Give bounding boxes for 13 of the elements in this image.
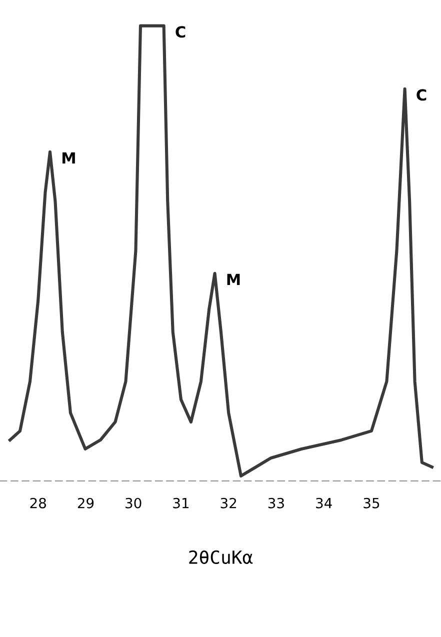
annotation: C [176,26,186,38]
annotation: M [62,152,75,164]
x-tick-label: 35 [364,498,380,508]
x-tick-label: 34 [316,498,332,508]
x-axis-title: 2θCuKα [189,550,253,564]
x-tick-label: 32 [220,498,236,508]
x-tick-label: 30 [126,498,142,508]
x-tick-label: 33 [268,498,284,508]
annotation: C [416,89,426,101]
x-tick-label: 29 [78,498,94,508]
x-tick-label: 28 [30,498,46,508]
x-tick-label: 31 [173,498,189,508]
annotation: M [227,274,240,286]
